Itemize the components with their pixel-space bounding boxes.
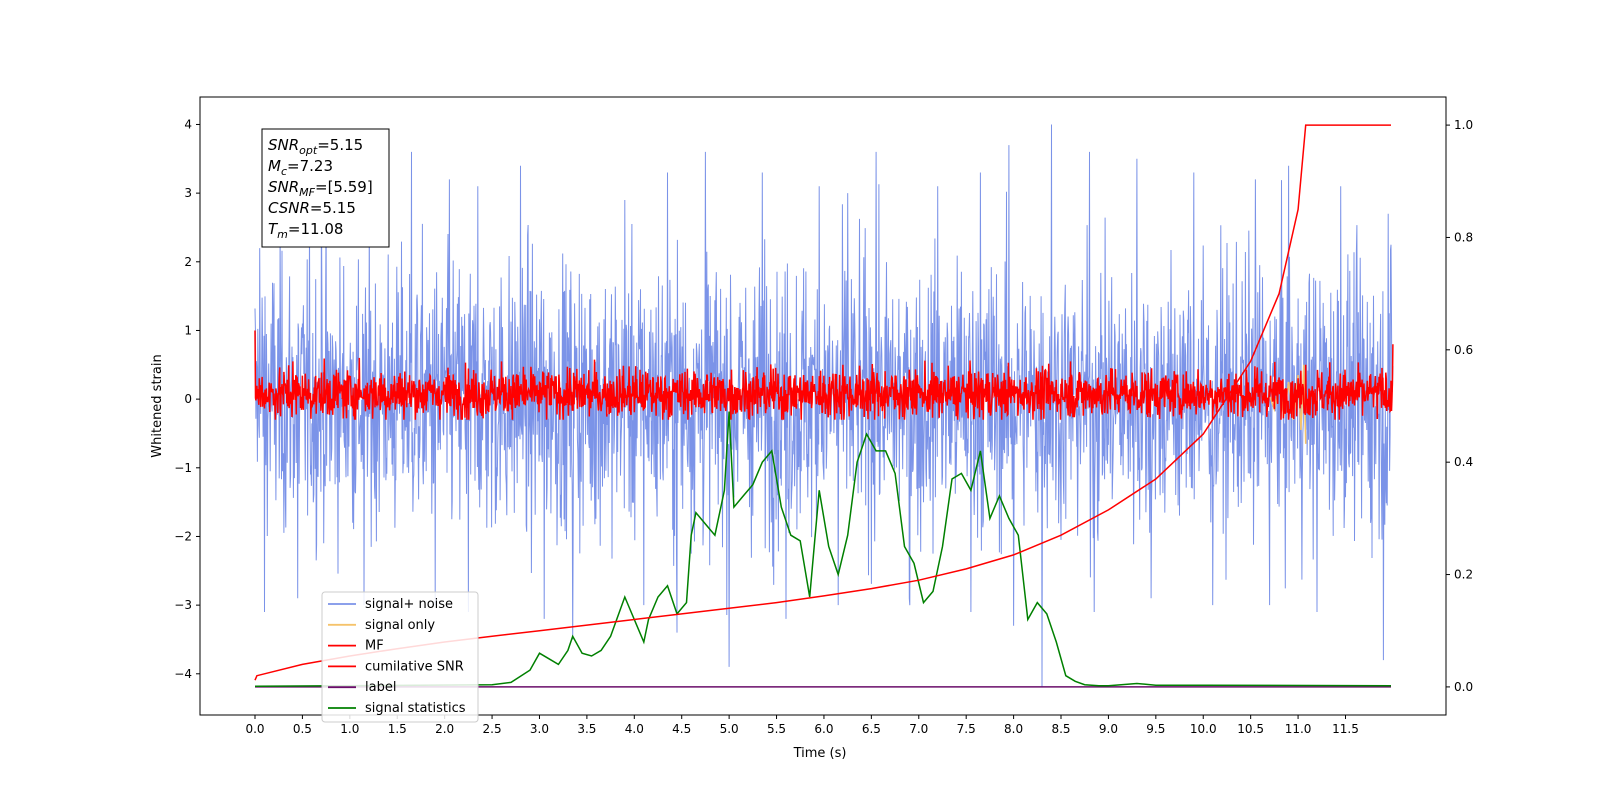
y-tick-label: 2 (184, 255, 192, 269)
annotation-value: =7.23 (287, 157, 333, 175)
x-tick-label: 2.5 (483, 722, 502, 736)
x-tick-label: 3.5 (577, 722, 596, 736)
annotation-line: CSNR=5.15 (268, 199, 356, 217)
y-axis-ticks: −4 −3 −2 −1 0 1 2 3 4 (174, 117, 200, 681)
y2-axis-ticks: 0.0 0.2 0.4 0.6 0.8 1.0 (1446, 118, 1473, 694)
annotation-subscript: c (281, 165, 287, 178)
x-tick-label: 7.5 (957, 722, 976, 736)
annotation-value: =11.08 (288, 220, 344, 238)
annotation-value: =[5.59] (315, 178, 373, 196)
y-tick-label: −4 (174, 667, 192, 681)
annotation-frame (261, 128, 390, 248)
annotation-subscript: MF (299, 186, 315, 199)
x-tick-label: 9.5 (1146, 722, 1165, 736)
legend-label: signal statistics (365, 701, 466, 716)
x-tick-label: 4.0 (625, 722, 644, 736)
annotation-line: Tm=11.08 (268, 220, 343, 241)
y2-tick-label: 1.0 (1454, 118, 1473, 132)
annotation-value: =5.15 (310, 199, 356, 217)
x-tick-label: 9.0 (1099, 722, 1118, 736)
y2-tick-label: 0.0 (1454, 680, 1473, 694)
x-tick-label: 0.0 (245, 722, 264, 736)
annotation-symbol: SNR (268, 136, 299, 154)
x-tick-label: 1.5 (388, 722, 407, 736)
x-tick-label: 2.0 (435, 722, 454, 736)
legend: signal+ noise signal only MF cumilative SNR… (321, 591, 479, 723)
annotation-line: Mc=7.23 (268, 157, 333, 178)
legend-label: label (365, 680, 396, 695)
x-axis-ticks: 0.0 0.5 1.0 1.5 2.0 2.5 3.0 3.5 4.0 4.5 5.0 5.5 6.0 6… (245, 715, 1359, 736)
legend-label: cumilative SNR (365, 659, 464, 674)
x-tick-label: 6.5 (862, 722, 881, 736)
x-tick-label: 4.5 (672, 722, 691, 736)
x-tick-label: 11.5 (1332, 722, 1359, 736)
annotation-subscript: opt (299, 144, 318, 157)
y-tick-label: 3 (184, 186, 192, 200)
y-tick-label: −2 (174, 529, 192, 543)
x-tick-label: 6.0 (814, 722, 833, 736)
y2-tick-label: 0.8 (1454, 230, 1473, 244)
plot-frame (199, 96, 1447, 716)
y2-tick-label: 0.2 (1454, 568, 1473, 582)
x-tick-label: 5.0 (720, 722, 739, 736)
series-signal-statistics-line (254, 411, 1392, 688)
y-tick-label: −1 (174, 461, 192, 475)
x-tick-label: 11.0 (1285, 722, 1312, 736)
annotation-subscript: m (277, 228, 288, 241)
legend-label: MF (365, 639, 384, 654)
series-mf-line (254, 330, 1394, 420)
legend-frame (321, 591, 479, 723)
x-tick-label: 1.0 (340, 722, 359, 736)
annotation-symbol: T (268, 220, 279, 238)
x-tick-label: 7.0 (909, 722, 928, 736)
x-tick-label: 5.5 (767, 722, 786, 736)
annotation-box: SNRopt=5.15Mc=7.23SNRMF=[5.59]CSNR=5.15T… (261, 128, 390, 248)
x-tick-label: 10.5 (1237, 722, 1264, 736)
x-tick-label: 8.5 (1051, 722, 1070, 736)
y-tick-label: 4 (184, 117, 192, 131)
y2-tick-label: 0.6 (1454, 343, 1473, 357)
legend-label: signal+ noise (365, 597, 453, 612)
x-tick-label: 10.0 (1190, 722, 1217, 736)
annotation-line: SNRopt=5.15 (268, 136, 363, 157)
annotation-symbol: M (268, 157, 281, 175)
series-signal-noise-line (254, 124, 1394, 688)
y-tick-label: 1 (184, 323, 192, 337)
x-axis-label: Time (s) (793, 746, 847, 761)
x-tick-label: 3.0 (530, 722, 549, 736)
y-tick-label: −3 (174, 598, 192, 612)
x-tick-label: 0.5 (293, 722, 312, 736)
y2-tick-label: 0.4 (1454, 455, 1473, 469)
y-tick-label: 0 (184, 392, 192, 406)
annotation-symbol: SNR (268, 178, 299, 196)
legend-label: signal only (365, 618, 435, 633)
x-tick-label: 8.0 (1004, 722, 1023, 736)
annotation-line: SNRMF=[5.59] (268, 178, 373, 199)
annotation-symbol: CSNR (268, 199, 310, 217)
annotation-value: =5.15 (317, 136, 363, 154)
y-axis-label: Whitened strain (150, 354, 165, 457)
